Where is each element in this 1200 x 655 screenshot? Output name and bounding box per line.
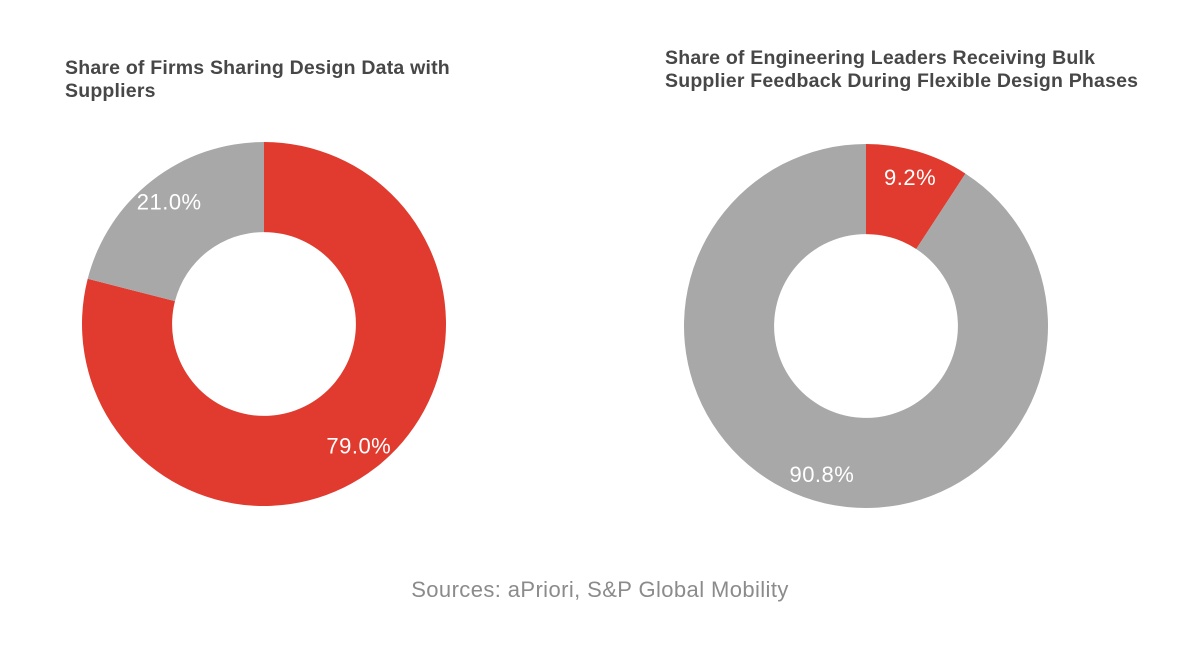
slice-label: 90.8% <box>789 462 854 487</box>
chart-title-left: Share of Firms Sharing Design Data with … <box>65 57 450 102</box>
chart-title-right: Share of Engineering Leaders Receiving B… <box>665 47 1139 92</box>
slice-label: 9.2% <box>884 165 936 190</box>
pie-slice <box>82 142 446 506</box>
pie-slice <box>684 144 1048 508</box>
source-note: Sources: aPriori, S&P Global Mobility <box>411 577 789 602</box>
pie-slice <box>866 144 966 250</box>
slice-label: 79.0% <box>326 434 391 459</box>
slice-label: 21.0% <box>137 189 202 214</box>
donut-chart-left: 79.0% 21.0% <box>82 142 446 506</box>
pie-slice <box>87 142 264 302</box>
donut-chart-right: 9.2% 90.8% <box>684 144 1048 508</box>
